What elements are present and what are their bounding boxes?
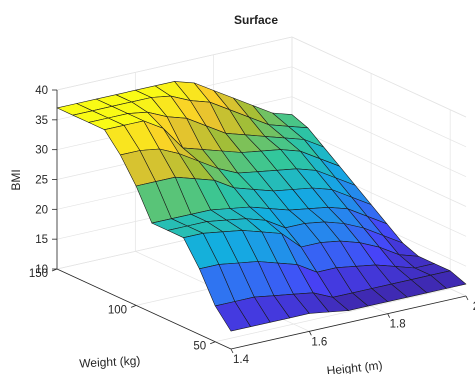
x-tick-label: 2 bbox=[473, 301, 475, 313]
z-tick-label: 15 bbox=[35, 234, 48, 246]
grid-line-y bbox=[215, 288, 451, 343]
z-tick-label: 25 bbox=[35, 175, 48, 187]
z-tick-label: 20 bbox=[35, 204, 48, 216]
grid-line-z bbox=[291, 96, 467, 177]
x-tick-mark bbox=[308, 331, 312, 336]
y-axis-line bbox=[56, 268, 232, 350]
x-tick-mark bbox=[465, 295, 469, 301]
y-axis-label: Weight (kg) bbox=[79, 353, 141, 370]
z-tick-label: 35 bbox=[35, 115, 48, 127]
surface-cell bbox=[214, 301, 251, 332]
x-tick-mark bbox=[387, 313, 391, 318]
grid-line-z bbox=[291, 126, 467, 207]
y-tick-mark bbox=[210, 341, 216, 345]
box-edge bbox=[56, 36, 293, 91]
z-tick-label: 40 bbox=[35, 85, 48, 97]
y-tick-label: 50 bbox=[193, 341, 206, 353]
x-tick-label: 1.6 bbox=[311, 336, 327, 348]
y-tick-label: 150 bbox=[29, 268, 48, 280]
z-tick-label: 10 bbox=[35, 264, 48, 276]
grid-line-z bbox=[291, 66, 467, 148]
x-tick-label: 1.4 bbox=[233, 354, 250, 366]
x-axis-line bbox=[230, 295, 467, 350]
x-tick-label: 1.8 bbox=[390, 319, 406, 331]
z-axis-label: BMI bbox=[9, 169, 23, 190]
y-tick-mark bbox=[130, 304, 137, 308]
surface-mesh bbox=[56, 81, 467, 332]
y-tick-label: 100 bbox=[108, 304, 127, 316]
z-tick-label: 30 bbox=[35, 145, 48, 157]
chart-title: Surface bbox=[234, 13, 278, 27]
box-edge bbox=[291, 36, 467, 118]
axis-lines bbox=[51, 89, 469, 354]
x-axis-label: Height (m) bbox=[326, 358, 383, 374]
x-tick-mark bbox=[230, 348, 234, 354]
